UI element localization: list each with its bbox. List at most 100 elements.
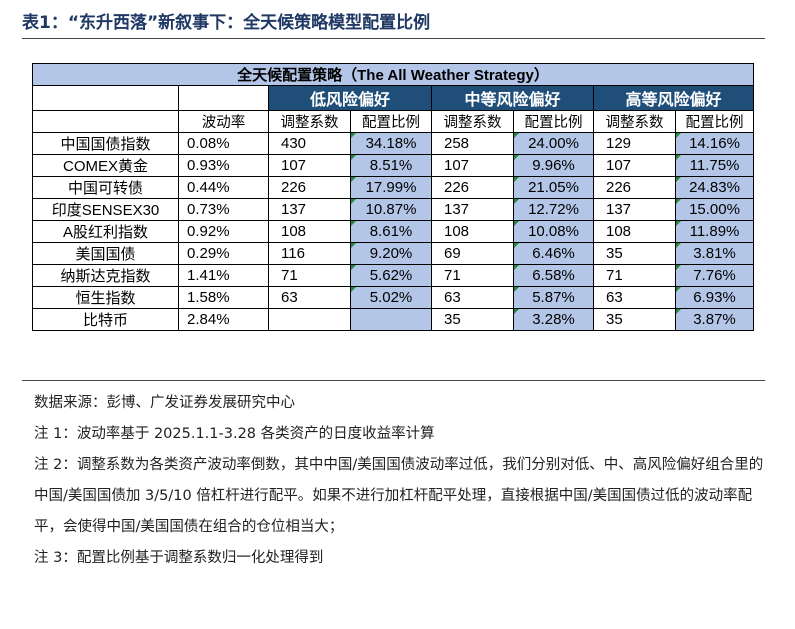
table-row: 纳斯达克指数 1.41% 71 5.62% 71 6.58% 71 7.76%	[32, 264, 754, 287]
note-source: 数据来源：彭博、广发证券发展研究中心	[34, 395, 295, 411]
table-row: 恒生指数 1.58% 63 5.02% 63 5.87% 63 6.93%	[32, 286, 754, 309]
asset-name-cell: COMEX黄金	[32, 154, 179, 177]
header-coef: 调整系数	[268, 110, 351, 133]
mid-coef-cell: 63	[431, 286, 514, 309]
blank-cell	[178, 85, 269, 111]
blank-cell	[32, 85, 179, 111]
low-ratio-cell: 8.51%	[350, 154, 432, 177]
group-mid-risk: 中等风险偏好	[431, 85, 594, 111]
low-ratio-cell: 5.02%	[350, 286, 432, 309]
notes-section: 数据来源：彭博、广发证券发展研究中心 注 1：波动率基于 2025.1.1-3.…	[34, 388, 769, 574]
low-coef-cell: 226	[268, 176, 351, 199]
asset-name-cell: A股红利指数	[32, 220, 179, 243]
high-ratio-cell: 24.83%	[675, 176, 754, 199]
mid-coef-cell: 108	[431, 220, 514, 243]
low-coef-cell: 116	[268, 242, 351, 265]
asset-name-cell: 印度SENSEX30	[32, 198, 179, 221]
header-coef: 调整系数	[593, 110, 676, 133]
high-coef-cell: 71	[593, 264, 676, 287]
asset-name-cell: 纳斯达克指数	[32, 264, 179, 287]
volatility-cell: 0.44%	[178, 176, 269, 199]
title-rule	[22, 38, 765, 39]
high-coef-cell: 107	[593, 154, 676, 177]
high-ratio-cell: 3.81%	[675, 242, 754, 265]
high-coef-cell: 63	[593, 286, 676, 309]
volatility-cell: 0.93%	[178, 154, 269, 177]
mid-coef-cell: 71	[431, 264, 514, 287]
table-banner: 全天候配置策略（The All Weather Strategy）	[32, 63, 754, 86]
high-coef-cell: 226	[593, 176, 676, 199]
header-ratio: 配置比例	[513, 110, 594, 133]
volatility-cell: 0.29%	[178, 242, 269, 265]
high-ratio-cell: 11.75%	[675, 154, 754, 177]
high-coef-cell: 108	[593, 220, 676, 243]
high-coef-cell: 35	[593, 242, 676, 265]
asset-name-cell: 中国国债指数	[32, 132, 179, 155]
low-coef-cell: 107	[268, 154, 351, 177]
mid-ratio-cell: 5.87%	[513, 286, 594, 309]
mid-coef-cell: 69	[431, 242, 514, 265]
low-ratio-cell: 9.20%	[350, 242, 432, 265]
high-ratio-cell: 3.87%	[675, 308, 754, 331]
header-ratio: 配置比例	[675, 110, 754, 133]
mid-coef-cell: 258	[431, 132, 514, 155]
note-3: 注 3：配置比例基于调整系数归一化处理得到	[34, 550, 324, 566]
header-ratio: 配置比例	[350, 110, 432, 133]
high-ratio-cell: 15.00%	[675, 198, 754, 221]
table-row: COMEX黄金 0.93% 107 8.51% 107 9.96% 107 11.75%	[32, 154, 754, 177]
high-ratio-cell: 14.16%	[675, 132, 754, 155]
asset-name-cell: 中国可转债	[32, 176, 179, 199]
mid-ratio-cell: 24.00%	[513, 132, 594, 155]
table-banner-row: 全天候配置策略（The All Weather Strategy）	[32, 63, 754, 86]
mid-ratio-cell: 3.28%	[513, 308, 594, 331]
high-ratio-cell: 7.76%	[675, 264, 754, 287]
high-ratio-cell: 6.93%	[675, 286, 754, 309]
mid-ratio-cell: 12.72%	[513, 198, 594, 221]
note-2: 注 2：调整系数为各类资产波动率倒数，其中中国/美国国债波动率过低，我们分别对低…	[34, 457, 764, 535]
volatility-cell: 0.92%	[178, 220, 269, 243]
mid-ratio-cell: 21.05%	[513, 176, 594, 199]
mid-coef-cell: 107	[431, 154, 514, 177]
high-coef-cell: 35	[593, 308, 676, 331]
notes-divider	[22, 380, 765, 381]
mid-ratio-cell: 10.08%	[513, 220, 594, 243]
volatility-cell: 0.08%	[178, 132, 269, 155]
low-coef-cell: 71	[268, 264, 351, 287]
high-ratio-cell: 11.89%	[675, 220, 754, 243]
table-title: 表1：“东升西落”新叙事下：全天候策略模型配置比例	[22, 13, 431, 33]
table-row: 美国国债 0.29% 116 9.20% 69 6.46% 35 3.81%	[32, 242, 754, 265]
low-ratio-cell: 10.87%	[350, 198, 432, 221]
volatility-cell: 1.41%	[178, 264, 269, 287]
asset-name-cell: 美国国债	[32, 242, 179, 265]
table-row: 比特币 2.84% 35 3.28% 35 3.87%	[32, 308, 754, 331]
mid-coef-cell: 137	[431, 198, 514, 221]
high-coef-cell: 129	[593, 132, 676, 155]
volatility-cell: 0.73%	[178, 198, 269, 221]
low-coef-cell: 63	[268, 286, 351, 309]
table-row: 中国国债指数 0.08% 430 34.18% 258 24.00% 129 14.16%	[32, 132, 754, 155]
volatility-cell: 2.84%	[178, 308, 269, 331]
group-low-risk: 低风险偏好	[268, 85, 432, 111]
mid-ratio-cell: 6.58%	[513, 264, 594, 287]
table-row: 印度SENSEX30 0.73% 137 10.87% 137 12.72% 137 15.0…	[32, 198, 754, 221]
low-coef-cell: 108	[268, 220, 351, 243]
low-coef-cell: 430	[268, 132, 351, 155]
header-volatility: 波动率	[178, 110, 269, 133]
sub-header-row: 波动率 调整系数 配置比例 调整系数 配置比例 调整系数 配置比例	[32, 110, 754, 133]
allocation-table: 全天候配置策略（The All Weather Strategy） 低风险偏好 …	[32, 63, 754, 331]
mid-ratio-cell: 9.96%	[513, 154, 594, 177]
low-coef-cell	[268, 308, 351, 331]
asset-name-cell: 恒生指数	[32, 286, 179, 309]
low-ratio-cell	[350, 308, 432, 331]
low-coef-cell: 137	[268, 198, 351, 221]
group-high-risk: 高等风险偏好	[593, 85, 754, 111]
table-row: 中国可转债 0.44% 226 17.99% 226 21.05% 226 24.83%	[32, 176, 754, 199]
note-1: 注 1：波动率基于 2025.1.1-3.28 各类资产的日度收益率计算	[34, 426, 435, 442]
table-row: A股红利指数 0.92% 108 8.61% 108 10.08% 108 11.89%	[32, 220, 754, 243]
asset-name-cell: 比特币	[32, 308, 179, 331]
mid-coef-cell: 226	[431, 176, 514, 199]
low-ratio-cell: 8.61%	[350, 220, 432, 243]
low-ratio-cell: 17.99%	[350, 176, 432, 199]
mid-coef-cell: 35	[431, 308, 514, 331]
header-coef: 调整系数	[431, 110, 514, 133]
